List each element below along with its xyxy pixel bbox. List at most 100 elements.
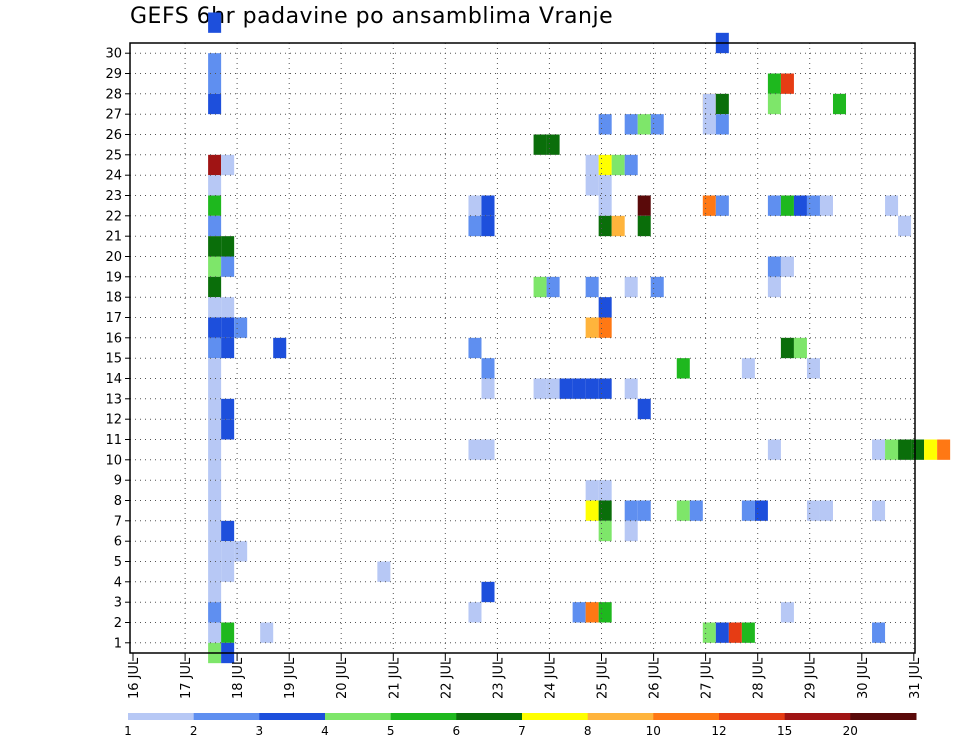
colorbar-label: 5 (387, 724, 395, 738)
heat-cell (208, 459, 222, 481)
y-tick-label: 13 (105, 392, 122, 407)
y-tick-label: 26 (105, 128, 122, 143)
y-tick-label: 27 (105, 108, 122, 123)
heat-cell (650, 114, 664, 135)
heat-cell (780, 73, 794, 94)
x-tick-label: 20 JUL (335, 657, 350, 699)
heat-cell (481, 358, 495, 379)
y-tick-label: 18 (105, 291, 122, 306)
heat-cell (741, 622, 755, 643)
heat-cell (885, 195, 899, 216)
heat-cell (715, 114, 729, 135)
colorbar-segment (587, 713, 654, 720)
heat-cell (598, 378, 612, 399)
x-tick-label: 29 JUL (804, 657, 819, 699)
heat-cell (208, 581, 222, 603)
heat-cell (208, 12, 222, 33)
colorbar-label: 6 (452, 724, 460, 738)
heat-cell (702, 114, 716, 135)
colorbar-label: 3 (255, 724, 263, 738)
heat-cell (468, 215, 482, 237)
heat-cell (598, 500, 612, 521)
heat-cell (468, 439, 482, 460)
heat-cell (208, 297, 222, 318)
x-tick-label: 22 JUL (439, 657, 454, 699)
heat-cell (624, 520, 638, 542)
heat-cell (728, 622, 742, 643)
colorbar-label: 20 (843, 724, 858, 738)
heat-cell (533, 276, 547, 298)
heat-cell (872, 500, 886, 521)
heat-cell (221, 419, 235, 440)
heat-cell (585, 480, 599, 501)
heat-cell (767, 195, 781, 216)
heat-cell (208, 337, 222, 359)
x-tick-label: 27 JUL (700, 657, 715, 699)
heat-cell (598, 317, 612, 338)
heat-cell (780, 337, 794, 359)
heat-cell (221, 622, 235, 643)
heat-cell (676, 500, 690, 521)
heat-cell (650, 276, 664, 298)
heat-cell (221, 541, 235, 562)
heat-cell (468, 602, 482, 623)
y-tick-label: 6 (114, 535, 122, 550)
heat-cell (260, 622, 274, 643)
x-tick-label: 30 JUL (856, 657, 871, 699)
x-tick-label: 31 JUL (908, 657, 923, 699)
x-tick-label: 25 JUL (596, 657, 611, 699)
colorbar-segment (390, 713, 457, 720)
heat-cell (598, 297, 612, 318)
heat-cell (637, 195, 651, 216)
heat-cell (208, 73, 222, 94)
heat-cell (208, 602, 222, 623)
y-tick-label: 15 (105, 352, 122, 367)
heat-cell (598, 520, 612, 542)
heat-cell (208, 154, 222, 176)
heat-cell (702, 93, 716, 115)
y-tick-label: 3 (114, 596, 122, 611)
heat-cell (689, 500, 703, 521)
colorbar-label: 4 (321, 724, 329, 738)
x-tick-label: 26 JUL (648, 657, 663, 699)
x-tick-label: 17 JUL (179, 657, 194, 699)
colorbar-segment (193, 713, 260, 720)
heat-cell (585, 175, 599, 196)
heat-cell (767, 439, 781, 460)
heat-cell (611, 154, 625, 176)
heat-cell (780, 602, 794, 623)
heat-cell (676, 358, 690, 379)
heat-cell (221, 337, 235, 359)
heat-cell (481, 195, 495, 216)
heat-cell (702, 622, 716, 643)
colorbar-label: 1 (124, 724, 132, 738)
heat-cell (208, 276, 222, 298)
colorbar-segment (784, 713, 851, 720)
heat-cell (624, 378, 638, 399)
y-tick-label: 11 (105, 433, 122, 448)
heat-cell (533, 378, 547, 399)
heat-cell (208, 622, 222, 643)
colorbar-label: 12 (711, 724, 726, 738)
heat-cell (806, 195, 820, 216)
heat-cell (780, 195, 794, 216)
heat-cell (221, 297, 235, 318)
heat-cell (533, 134, 547, 155)
y-tick-label: 22 (105, 209, 122, 224)
heat-cell (598, 114, 612, 135)
y-tick-label: 20 (105, 250, 122, 265)
heat-cell (598, 154, 612, 176)
heat-cell (715, 195, 729, 216)
heat-cell (585, 317, 599, 338)
colorbar-label: 15 (777, 724, 792, 738)
x-tick-label: 23 JUL (491, 657, 506, 699)
heat-cell (572, 378, 586, 399)
heat-cell (872, 622, 886, 643)
y-tick-label: 5 (114, 555, 122, 570)
heat-cell (767, 256, 781, 277)
y-tick-label: 29 (105, 67, 122, 82)
plot-frame (129, 42, 916, 654)
heat-cell (637, 114, 651, 135)
heat-cell (898, 439, 912, 460)
